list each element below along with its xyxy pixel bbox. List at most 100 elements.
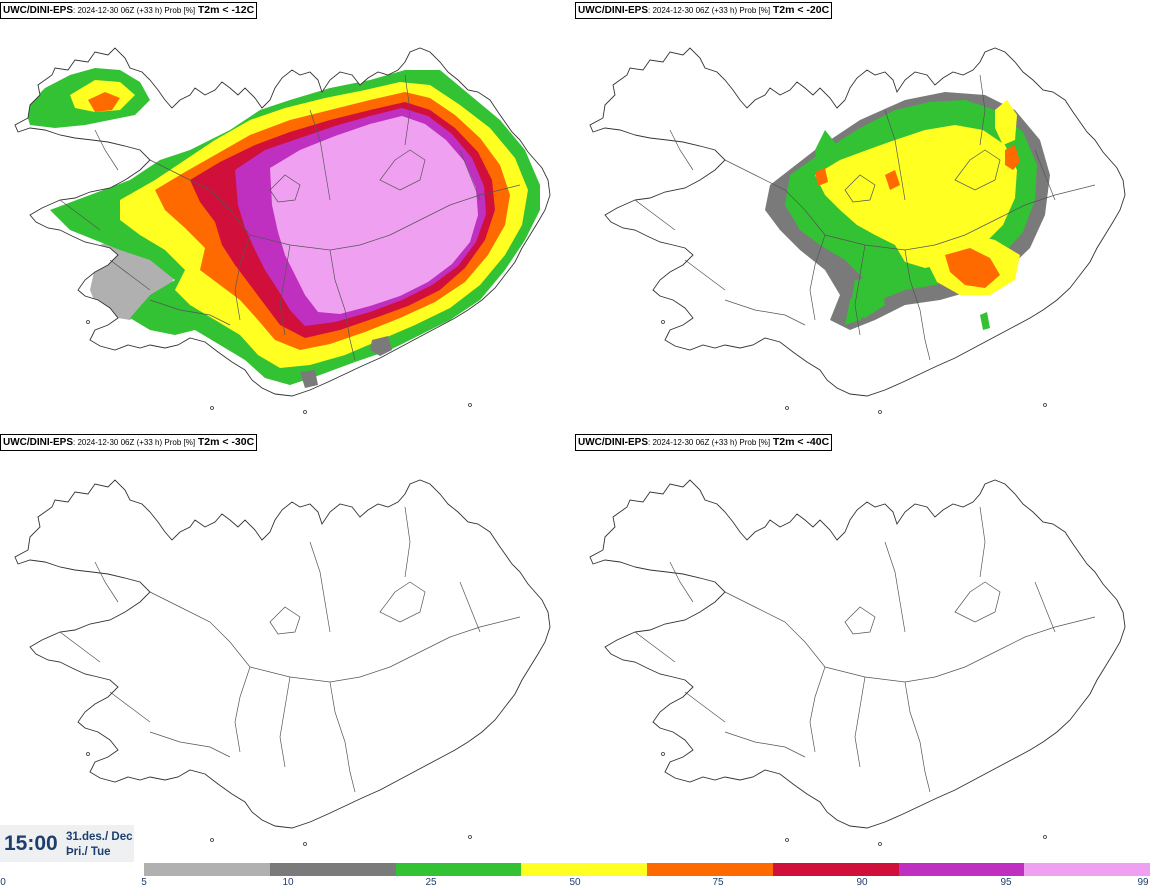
colorbar-tick-label: 0 [0,877,6,888]
islet [878,410,882,414]
probability-area [995,100,1017,145]
valid-date: 31.des./ Dec [66,831,133,843]
map-panel-minus30: UWC/DINI-EPS: 2024-12-30 06Z (+33 h) Pro… [0,432,575,862]
probability-area [815,168,828,186]
contour-line [459,149,481,201]
colorbar-segment [1024,863,1150,876]
contour-line [404,506,411,578]
contour-line [934,616,1096,678]
colorbar-segment [144,863,270,876]
contour-line [94,561,119,603]
iceland-landmass [590,480,1125,828]
contour-line [279,676,291,768]
panel-title: UWC/DINI-EPS: 2024-12-30 06Z (+33 h) Pro… [0,434,258,451]
panel-title: UWC/DINI-EPS: 2024-12-30 06Z (+33 h) Pro… [0,2,258,19]
coastline [14,479,551,829]
probability-area [270,116,478,314]
threshold-label: T2m < -30C [197,436,255,448]
map-minus30 [14,479,551,846]
threshold-label: T2m < -20C [772,4,830,16]
contour-line [684,259,726,291]
contour-line [824,666,936,683]
contour-line [149,159,251,236]
islet [1043,835,1047,839]
contour-line [459,581,481,633]
islet [1043,403,1047,407]
contour-line [379,581,426,623]
contour-line [309,109,331,201]
contour-line [724,591,826,668]
contour-line [934,184,1096,246]
contour-line [954,581,1001,623]
contour-line [309,541,331,633]
contour-line [979,506,986,578]
colorbar-tick-label: 90 [856,877,868,888]
contour-line [854,676,866,768]
map-minus12 [14,47,551,414]
contour-line [669,129,694,171]
contour-line [884,109,906,201]
contour-line [379,149,426,191]
contour-line [904,249,931,361]
contour-line [904,681,931,793]
colorbar-tick-label: 95 [1000,877,1012,888]
contour-line [359,616,521,678]
contour-line [724,299,806,326]
threshold-label: T2m < -40C [772,436,830,448]
islet [86,752,90,756]
islet [878,842,882,846]
contour-line [634,199,676,231]
probability-area [885,170,900,190]
islet [468,835,472,839]
contour-line [249,234,361,251]
contour-line [329,681,356,793]
contour-line [329,249,356,361]
contour-line [884,541,906,633]
probability-area [370,336,392,356]
colorbar-tick-label: 75 [712,877,724,888]
colorbar-tick-label: 50 [569,877,581,888]
probability-area [945,248,1000,288]
model-name: UWC/DINI-EPS [3,437,73,448]
map-panel-minus40: UWC/DINI-EPS: 2024-12-30 06Z (+33 h) Pro… [575,432,1150,862]
probability-colorbar [144,863,1150,876]
model-name: UWC/DINI-EPS [578,5,648,16]
islet [210,406,214,410]
probability-area [815,125,1017,268]
contour-line [269,606,301,635]
contour-line [359,184,521,246]
probability-area [850,275,885,318]
contour-line [149,731,231,758]
contour-line [1034,581,1056,633]
panel-title: UWC/DINI-EPS: 2024-12-30 06Z (+33 h) Pro… [575,2,833,19]
contour-line [844,606,876,635]
contour-line [234,234,251,321]
valid-time-box: 15:00 31.des./ Dec Þri./ Tue [0,825,134,862]
contour-line [234,666,251,753]
colorbar-tick-label: 25 [425,877,437,888]
contour-line [669,561,694,603]
contour-line [724,159,826,236]
contour-line [59,631,101,663]
iceland-landmass [15,480,550,828]
valid-hour: 15:00 [4,832,58,855]
contour-line [954,149,1001,191]
valid-weekday: Þri./ Tue [66,846,111,858]
contour-line [109,691,151,723]
islet [785,406,789,410]
contour-line [854,244,866,336]
contour-line [269,174,301,203]
contour-line [979,74,986,146]
run-info: : 2024-12-30 06Z (+33 h) Prob [%] [648,438,771,447]
run-info: : 2024-12-30 06Z (+33 h) Prob [%] [648,6,771,15]
islet [210,838,214,842]
islet [661,320,665,324]
contour-line [279,244,291,336]
colorbar-segment [395,863,522,876]
contour-line [684,691,726,723]
coastline [589,47,1126,397]
run-info: : 2024-12-30 06Z (+33 h) Prob [%] [73,438,196,447]
islet [468,403,472,407]
colorbar-segment [772,863,899,876]
map-panel-minus12: UWC/DINI-EPS: 2024-12-30 06Z (+33 h) Pro… [0,0,575,430]
